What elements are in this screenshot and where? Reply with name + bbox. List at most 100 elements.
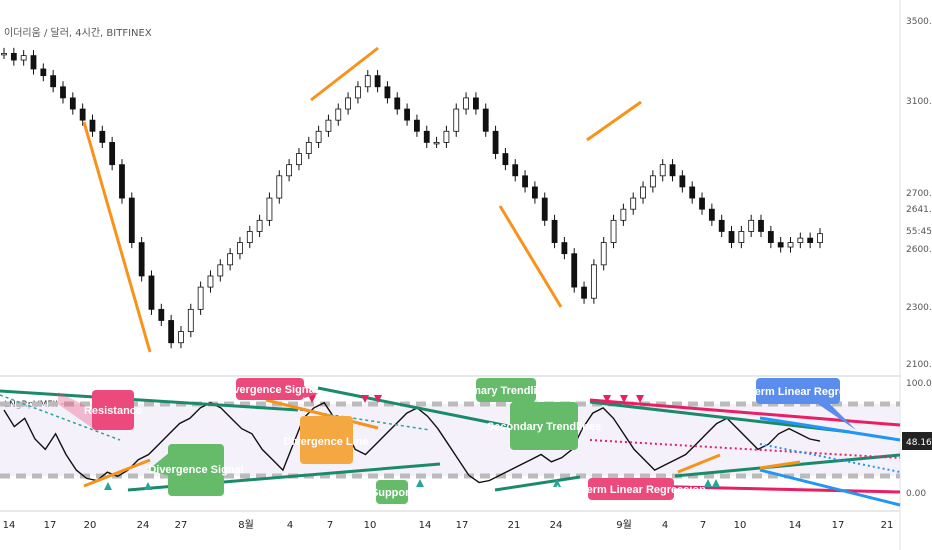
candle-body [364, 75, 371, 88]
annotation-secondary-trendlines-label: Secondary Trendlines [487, 421, 601, 433]
annotation-divergence-signal-bottom: Divergence Signal [148, 444, 244, 496]
annotation-support-label: Support [371, 487, 413, 499]
annotation-secondary-trendlines: Secondary Trendlines [487, 402, 601, 450]
candle-body [217, 264, 224, 277]
annotation-divergence-signal-bottom-label: Divergence Signal [148, 464, 243, 476]
candle-body [296, 153, 302, 166]
candle-body [610, 219, 617, 243]
osc-last-value-badge [902, 432, 932, 450]
x-tick-label: 21 [881, 520, 894, 531]
divergence-line-osc-1 [83, 458, 151, 488]
secondary-trendline-2 [299, 409, 431, 431]
longterm-regression-mid [589, 439, 901, 459]
bullish-signal-marker [704, 479, 712, 487]
candle-body [758, 219, 764, 232]
candle-body [561, 242, 568, 255]
price-tick: 2300.00 [906, 303, 932, 313]
candle-body [355, 86, 361, 99]
bullish-signal-marker [104, 482, 112, 490]
bearish-signal-marker [361, 395, 369, 403]
annotation-divergence-signal-top: Divergence Signal [222, 378, 318, 400]
divergence-line-price-4 [586, 100, 642, 142]
x-tick-label: 14 [419, 520, 432, 531]
bullish-signal-marker [553, 479, 561, 487]
x-tick-label: 20 [84, 520, 97, 531]
support-trendline-2 [494, 475, 581, 492]
candle-body [266, 197, 273, 221]
candle-body [374, 75, 381, 88]
divergence-line-osc-2 [265, 398, 379, 430]
candle-body [679, 175, 686, 188]
annotation-shortterm-regression-label: Shortterm Linear Regression [722, 386, 874, 398]
annotation-divergence-line: Divergence Line [284, 416, 369, 464]
candle-body [40, 68, 47, 77]
candle-body [20, 55, 27, 61]
annotation-divergence-signal-top-label: Divergence Signal [222, 384, 317, 396]
candle-body [512, 164, 519, 177]
annotation-primary-trendlines-label: Primary Trendlines [456, 385, 555, 397]
bullish-signal-marker [416, 479, 424, 487]
candle-body [502, 153, 509, 166]
candle-body [443, 130, 450, 143]
chart-title: 이더리움 / 달러, 4시간, BITFINEX [4, 28, 152, 39]
candle-body [748, 219, 755, 232]
candle-body [30, 55, 37, 70]
x-tick-label: 17 [44, 520, 57, 531]
candle-body [423, 130, 430, 143]
candle-body [345, 97, 351, 110]
candle-body [305, 142, 312, 154]
price-tick: 2600.00 [906, 245, 932, 255]
annotation-longterm-regression: Longterm Linear Regression [556, 478, 706, 500]
x-tick-label: 14 [3, 520, 16, 531]
candle-body [148, 275, 155, 310]
annotation-divergence-line-label: Divergence Line [284, 436, 369, 448]
annotation-shortterm-regression: Shortterm Linear Regression [722, 378, 874, 430]
shortterm-regression-mid [759, 443, 901, 473]
x-tick-label: 24 [550, 520, 563, 531]
candle-body [463, 97, 469, 110]
candle-body [620, 208, 627, 221]
oscillator-band [0, 404, 900, 476]
candle-body [50, 75, 57, 88]
candle-body [414, 119, 420, 132]
x-tick-label: 24 [137, 520, 150, 531]
price-tick: 3100.00 [906, 97, 932, 107]
candle-body [286, 164, 293, 177]
candle-body [256, 219, 263, 232]
annotation-resistance-label: Resistance [84, 405, 142, 417]
x-tick-label: 4 [662, 520, 668, 531]
candle-body [767, 231, 774, 243]
x-tick-label: 17 [832, 520, 845, 531]
candle-body [630, 197, 637, 210]
candle-body [689, 186, 696, 199]
x-tick-label: 4 [287, 520, 293, 531]
candle-body [384, 86, 391, 99]
candle-body [522, 175, 528, 188]
bearish-signal-marker [374, 395, 382, 403]
divergence-line-price-3 [498, 205, 563, 308]
candle-body [817, 233, 823, 243]
candle-body [109, 142, 116, 166]
candle-body [69, 97, 76, 110]
candle-body [246, 231, 253, 243]
candle-body [187, 308, 194, 333]
candle-body [541, 197, 548, 221]
candle-body [669, 164, 676, 177]
x-axis: 14 17 20 24 27 8월 4 7 10 14 17 21 24 9월 4 7 10 14 17 21 [3, 519, 894, 531]
candle-body [119, 164, 125, 199]
divergence-line-osc-3 [677, 453, 721, 474]
candle-body [718, 219, 725, 232]
candle-body [138, 242, 145, 277]
candle-body [699, 197, 705, 210]
candle-body [404, 108, 410, 121]
candle-body [197, 286, 204, 310]
candle-body [590, 264, 597, 299]
bullish-signal-marker [144, 482, 152, 490]
divergence-line-osc-4 [759, 460, 801, 470]
x-tick-label: 21 [508, 520, 521, 531]
candle-body [99, 130, 106, 143]
shortterm-regression-upper [759, 416, 901, 442]
candle-body [581, 286, 587, 299]
candle-body [237, 242, 243, 255]
support-trendline-3 [674, 453, 901, 478]
